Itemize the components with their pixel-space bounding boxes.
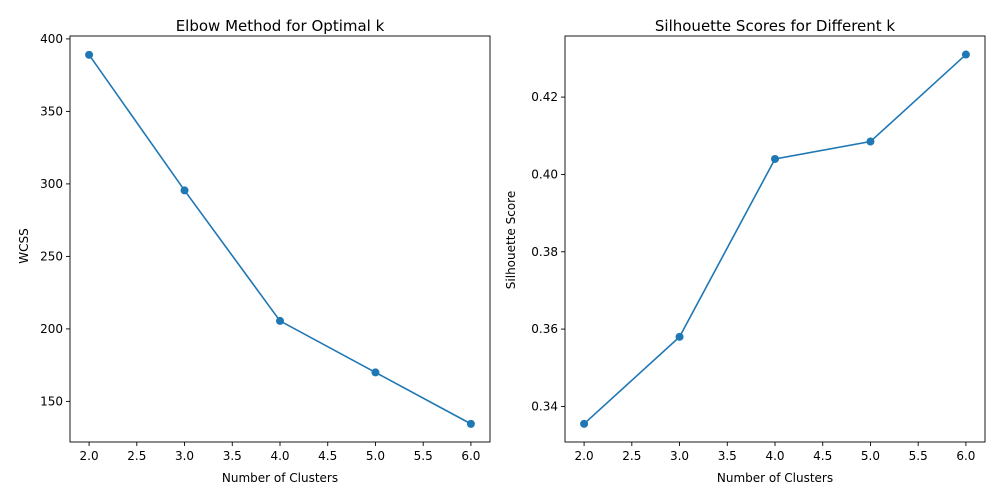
x-tick-label: 2.5: [127, 449, 146, 463]
data-point: [371, 368, 380, 377]
data-point: [866, 137, 875, 146]
y-tick-label: 250: [40, 249, 63, 263]
x-tick-label: 5.5: [909, 449, 928, 463]
x-tick-label: 3.0: [670, 449, 689, 463]
x-tick-label: 5.5: [414, 449, 433, 463]
x-tick-label: 5.0: [861, 449, 880, 463]
y-tick-label: 300: [40, 177, 63, 191]
x-tick-label: 5.0: [366, 449, 385, 463]
y-tick-label: 350: [40, 104, 63, 118]
y-tick-label: 0.34: [531, 399, 558, 413]
plot-area: 2.0 2.5 3.0 3.5 4.0 4.5 5.0 5.5 6.0 0.34 0.36 0.38 0…: [531, 35, 986, 463]
x-tick-label: 2.5: [622, 449, 641, 463]
y-tick-label: 0.38: [531, 245, 558, 259]
y-tick-label: 400: [40, 32, 63, 46]
elbow-chart: Elbow Method for Optimal k 2.0 2.5 3.0 3.5 4…: [17, 17, 491, 485]
x-tick-label: 4.0: [765, 449, 784, 463]
data-point: [771, 154, 779, 163]
x-tick-label: 4.5: [318, 449, 337, 463]
y-axis-label: Silhouette Score: [504, 191, 518, 289]
x-tick-label: 2.0: [80, 449, 99, 463]
y-tick-label: 150: [40, 394, 63, 408]
data-point: [961, 50, 970, 59]
y-axis-label: WCSS: [17, 228, 31, 263]
data-point: [180, 186, 189, 195]
x-tick-label: 2.0: [575, 449, 594, 463]
silhouette-chart: Silhouette Scores for Different k 2.0 2.5…: [504, 17, 986, 485]
x-axis-label: Number of Clusters: [717, 471, 833, 485]
y-tick-label: 0.40: [531, 167, 558, 181]
data-point: [276, 316, 284, 325]
x-tick-label: 6.0: [956, 449, 975, 463]
x-tick-label: 4.5: [813, 449, 832, 463]
chart-title: Elbow Method for Optimal k: [176, 17, 385, 35]
x-tick-label: 6.0: [461, 449, 480, 463]
x-axis-label: Number of Clusters: [222, 471, 338, 485]
y-tick-label: 0.36: [531, 322, 558, 336]
y-tick-label: 0.42: [531, 90, 558, 104]
data-point: [466, 419, 475, 428]
plot-area: 2.0 2.5 3.0 3.5 4.0 4.5 5.0 5.5 6.0 150 200 250 300 3…: [40, 32, 491, 463]
x-tick-label: 3.5: [223, 449, 242, 463]
x-tick-label: 3.0: [175, 449, 194, 463]
data-point: [580, 419, 589, 428]
x-tick-label: 4.0: [270, 449, 289, 463]
data-point: [675, 332, 684, 341]
y-tick-label: 200: [40, 322, 63, 336]
x-tick-label: 3.5: [718, 449, 737, 463]
data-point: [85, 50, 94, 59]
chart-title: Silhouette Scores for Different k: [655, 17, 896, 35]
